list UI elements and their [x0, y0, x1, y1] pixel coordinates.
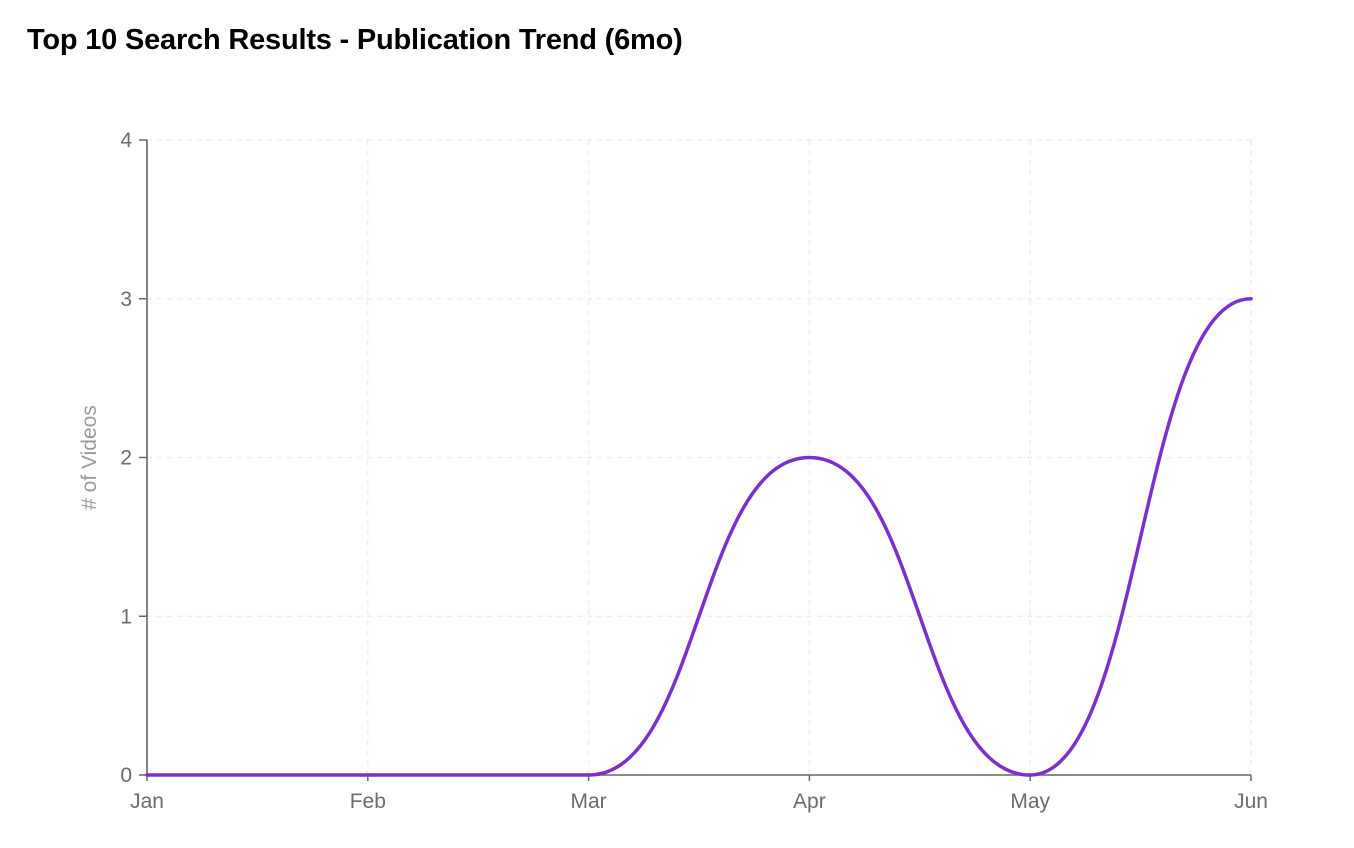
x-tick-label: Feb: [350, 790, 386, 813]
x-tick-label: Jun: [1234, 790, 1268, 813]
y-tick-label: 2: [120, 447, 132, 470]
axes: [139, 139, 1252, 781]
x-tick-label: May: [1010, 790, 1050, 813]
labels: 0 1 2 3 4 Jan Feb Mar Apr May Jun # of Videos: [78, 129, 1268, 813]
series-group: [145, 297, 1253, 777]
y-axis-title: # of Videos: [78, 405, 101, 510]
x-tick-label: Apr: [793, 790, 826, 813]
grid: [147, 139, 1252, 775]
x-tick-label: Jan: [130, 790, 164, 813]
chart-title: Top 10 Search Results - Publication Tren…: [27, 24, 683, 56]
series-line: [145, 297, 1253, 777]
x-tick-label: Mar: [571, 790, 607, 813]
y-tick-label: 4: [120, 129, 132, 152]
y-tick-label: 0: [120, 764, 132, 787]
y-tick-label: 1: [120, 605, 132, 628]
y-tick-label: 3: [120, 288, 132, 311]
